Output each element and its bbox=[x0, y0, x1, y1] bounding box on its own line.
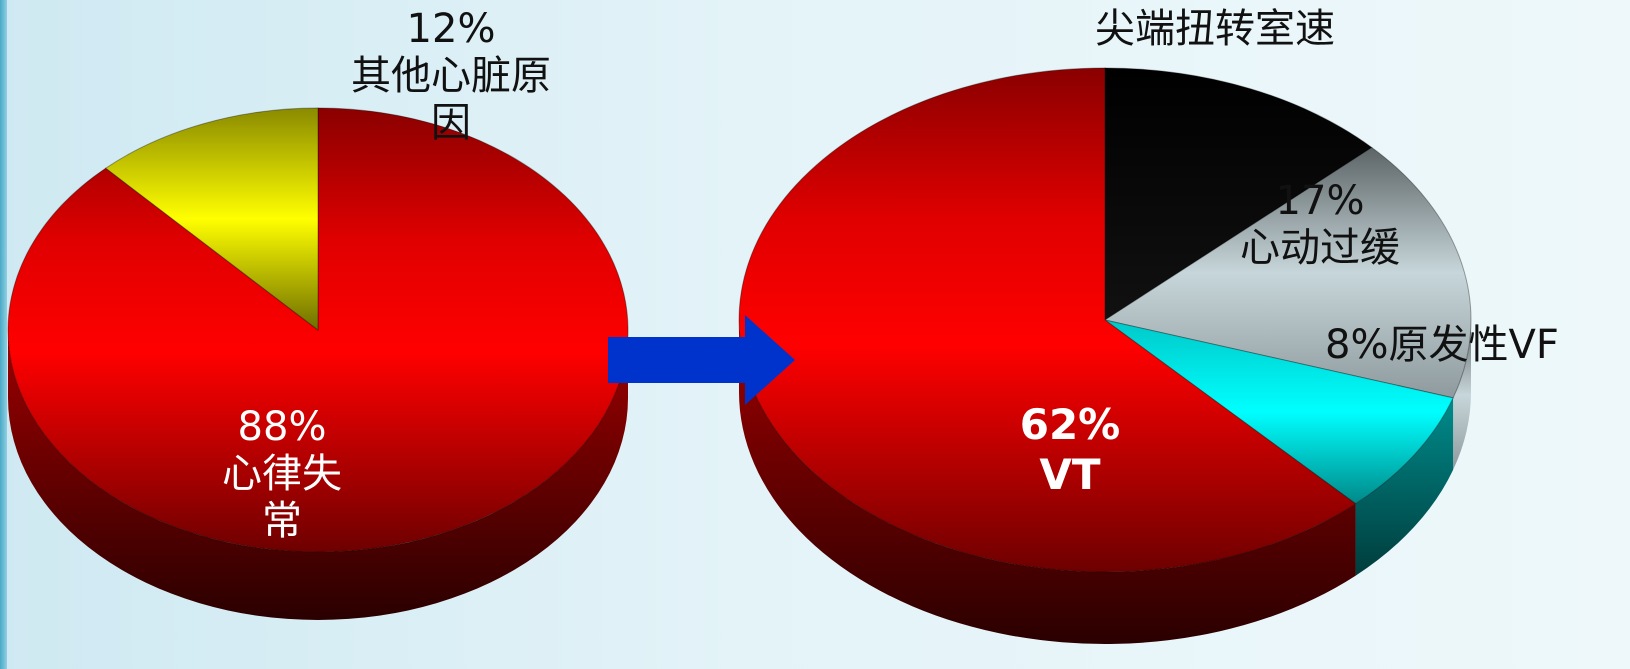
pie-slice-bradycardia bbox=[1103, 146, 1472, 399]
slice-label-bradycardia: 17% 心动过缓 bbox=[1215, 178, 1425, 272]
slice-percent: 17% bbox=[1275, 178, 1365, 224]
slice-name: 心动过缓 bbox=[1240, 225, 1400, 272]
slice-label-arrhythmia: 88% 心律失 常 bbox=[200, 404, 364, 546]
slice-label-torsades: 尖端扭转室速 bbox=[1065, 6, 1365, 53]
pie-side-vt bbox=[739, 320, 1356, 644]
pie-slice-other-cardiac bbox=[104, 107, 319, 332]
slice-percent: 12% bbox=[406, 6, 496, 52]
slice-label-other-cardiac: 12% 其他心脏原 因 bbox=[335, 6, 567, 148]
pie-chart-1 bbox=[7, 107, 629, 620]
pie-side-bradycardia bbox=[1453, 320, 1471, 470]
slice-name-line1: 心律失 bbox=[222, 451, 342, 498]
slice-name: VT bbox=[1039, 449, 1101, 499]
slice-label-primary-vf: 8%原发性VF bbox=[1325, 322, 1625, 369]
pie-slice-vt bbox=[738, 67, 1357, 573]
slice-label-vt: 62% VT bbox=[1000, 400, 1140, 499]
slice-percent: 62% bbox=[1019, 400, 1121, 449]
pie-slice-arrhythmia bbox=[7, 107, 629, 553]
slice-name-line2: 常 bbox=[262, 498, 302, 545]
slice-text: 8%原发性VF bbox=[1325, 322, 1559, 368]
slice-name-line2: 因 bbox=[431, 100, 471, 147]
pie-side-arrhythmia bbox=[8, 330, 628, 620]
pie-slice-primary-vf bbox=[1104, 319, 1454, 505]
slide-edge-bar bbox=[0, 0, 7, 669]
pie-side-primary-vf bbox=[1355, 397, 1454, 576]
slice-percent: 88% bbox=[237, 404, 327, 450]
pie-chart-2 bbox=[738, 67, 1472, 644]
pie-slice-torsades bbox=[1104, 67, 1373, 321]
slice-name: 尖端扭转室速 bbox=[1095, 6, 1335, 52]
slice-name-line1: 其他心脏原 bbox=[351, 53, 551, 100]
arrow-icon bbox=[608, 315, 795, 405]
